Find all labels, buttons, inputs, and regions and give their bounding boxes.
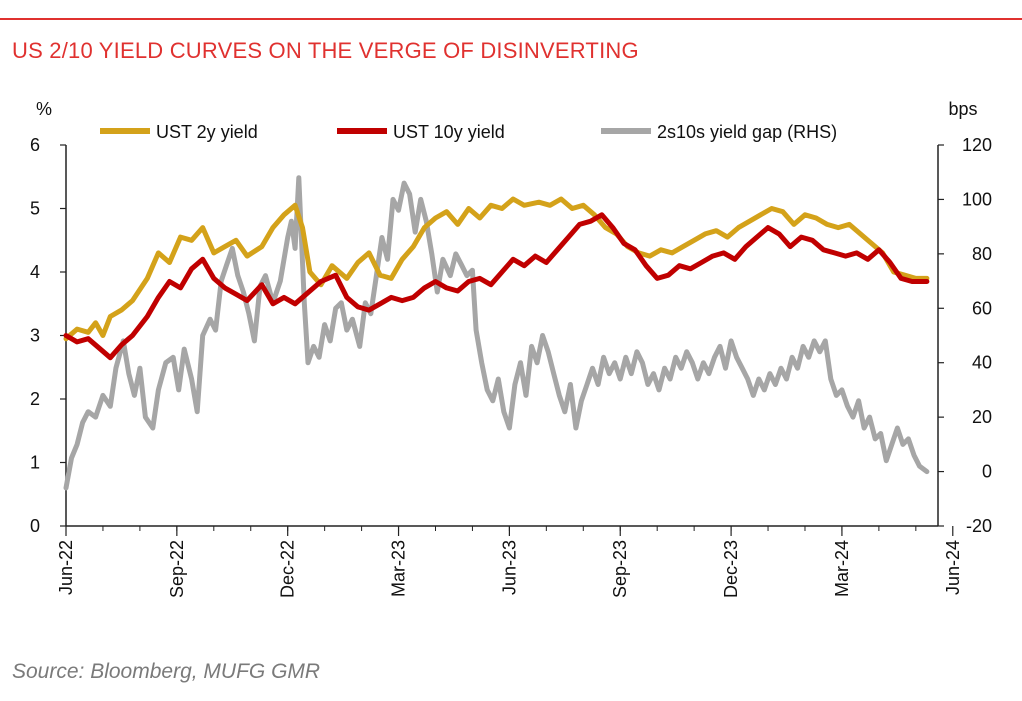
y-tick-label-left: 5	[30, 199, 40, 219]
y-axis-unit-left: %	[36, 99, 52, 119]
top-rule	[0, 18, 1022, 20]
y-tick-label-right: 40	[972, 353, 992, 373]
y-tick-label-left: 4	[30, 262, 40, 282]
axes-group: 0 1 2 3 4 5 6 -20 0 20 40 60 80 100 120% bps Jun-22 Sep-2…	[30, 99, 992, 598]
x-tick-label: Sep-22	[167, 540, 187, 598]
x-tick-label: Jun-23	[499, 540, 519, 595]
y-tick-label-left: 3	[30, 326, 40, 346]
y-axis-unit-right: bps	[948, 99, 977, 119]
chart-title: US 2/10 YIELD CURVES ON THE VERGE OF DIS…	[12, 38, 639, 63]
series-line-ust2y	[63, 196, 930, 342]
source-note: Source: Bloomberg, MUFG GMR	[12, 660, 321, 683]
y-tick-label-left: 2	[30, 389, 40, 409]
legend-label-gap: 2s10s yield gap (RHS)	[657, 122, 837, 142]
x-tick-label: Dec-22	[278, 540, 298, 598]
y-tick-label-right: 60	[972, 298, 992, 318]
y-tick-label-right: 120	[962, 135, 992, 155]
series-group	[63, 175, 930, 491]
x-tick-label: Mar-24	[832, 540, 852, 597]
y-tick-label-right: 100	[962, 189, 992, 209]
x-tick-label: Jun-22	[56, 540, 76, 595]
y-tick-label-right: 0	[982, 462, 992, 482]
x-tick-label: Jun-24	[943, 540, 963, 595]
y-tick-label-right: -20	[966, 516, 992, 536]
series-line-gap	[63, 175, 930, 491]
chart-canvas: 0 1 2 3 4 5 6 -20 0 20 40 60 80 100 120% bps Jun-22 Sep-2…	[30, 99, 992, 598]
legend-label-ust2y: UST 2y yield	[156, 122, 258, 142]
legend: UST 2y yield UST 10y yield 2s10s yield gap…	[100, 122, 837, 142]
x-tick-label: Dec-23	[721, 540, 741, 598]
y-tick-label-left: 0	[30, 516, 40, 536]
y-tick-label-left: 1	[30, 453, 40, 473]
y-tick-label-right: 80	[972, 244, 992, 264]
legend-label-ust10y: UST 10y yield	[393, 122, 505, 142]
y-tick-label-right: 20	[972, 407, 992, 427]
x-tick-label: Mar-23	[389, 540, 409, 597]
x-tick-label: Sep-23	[610, 540, 630, 598]
series-line-ust10y	[63, 212, 930, 361]
y-tick-label-left: 6	[30, 135, 40, 155]
